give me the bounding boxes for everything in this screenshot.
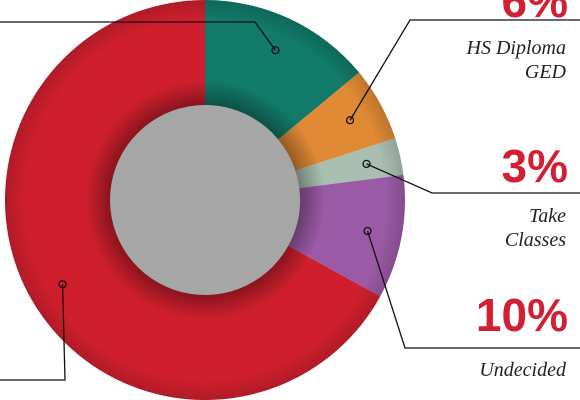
category-label: Take Classes <box>504 205 566 251</box>
value-label: 10% <box>475 289 568 341</box>
leader-line <box>349 19 580 121</box>
leader-dot <box>271 46 280 55</box>
leader-dot <box>362 159 371 169</box>
category-label: Undecided <box>479 359 566 381</box>
leader-line <box>366 230 580 349</box>
value-label: 3% <box>501 140 568 192</box>
leader-line <box>0 21 276 51</box>
category-label: HS Diploma GED <box>466 37 566 83</box>
value-label: 6% <box>501 0 568 27</box>
leader-line <box>366 163 580 194</box>
leader-line <box>0 284 66 381</box>
leader-dot <box>58 280 67 289</box>
leader-dot <box>363 226 372 236</box>
leader-dot <box>345 116 355 125</box>
